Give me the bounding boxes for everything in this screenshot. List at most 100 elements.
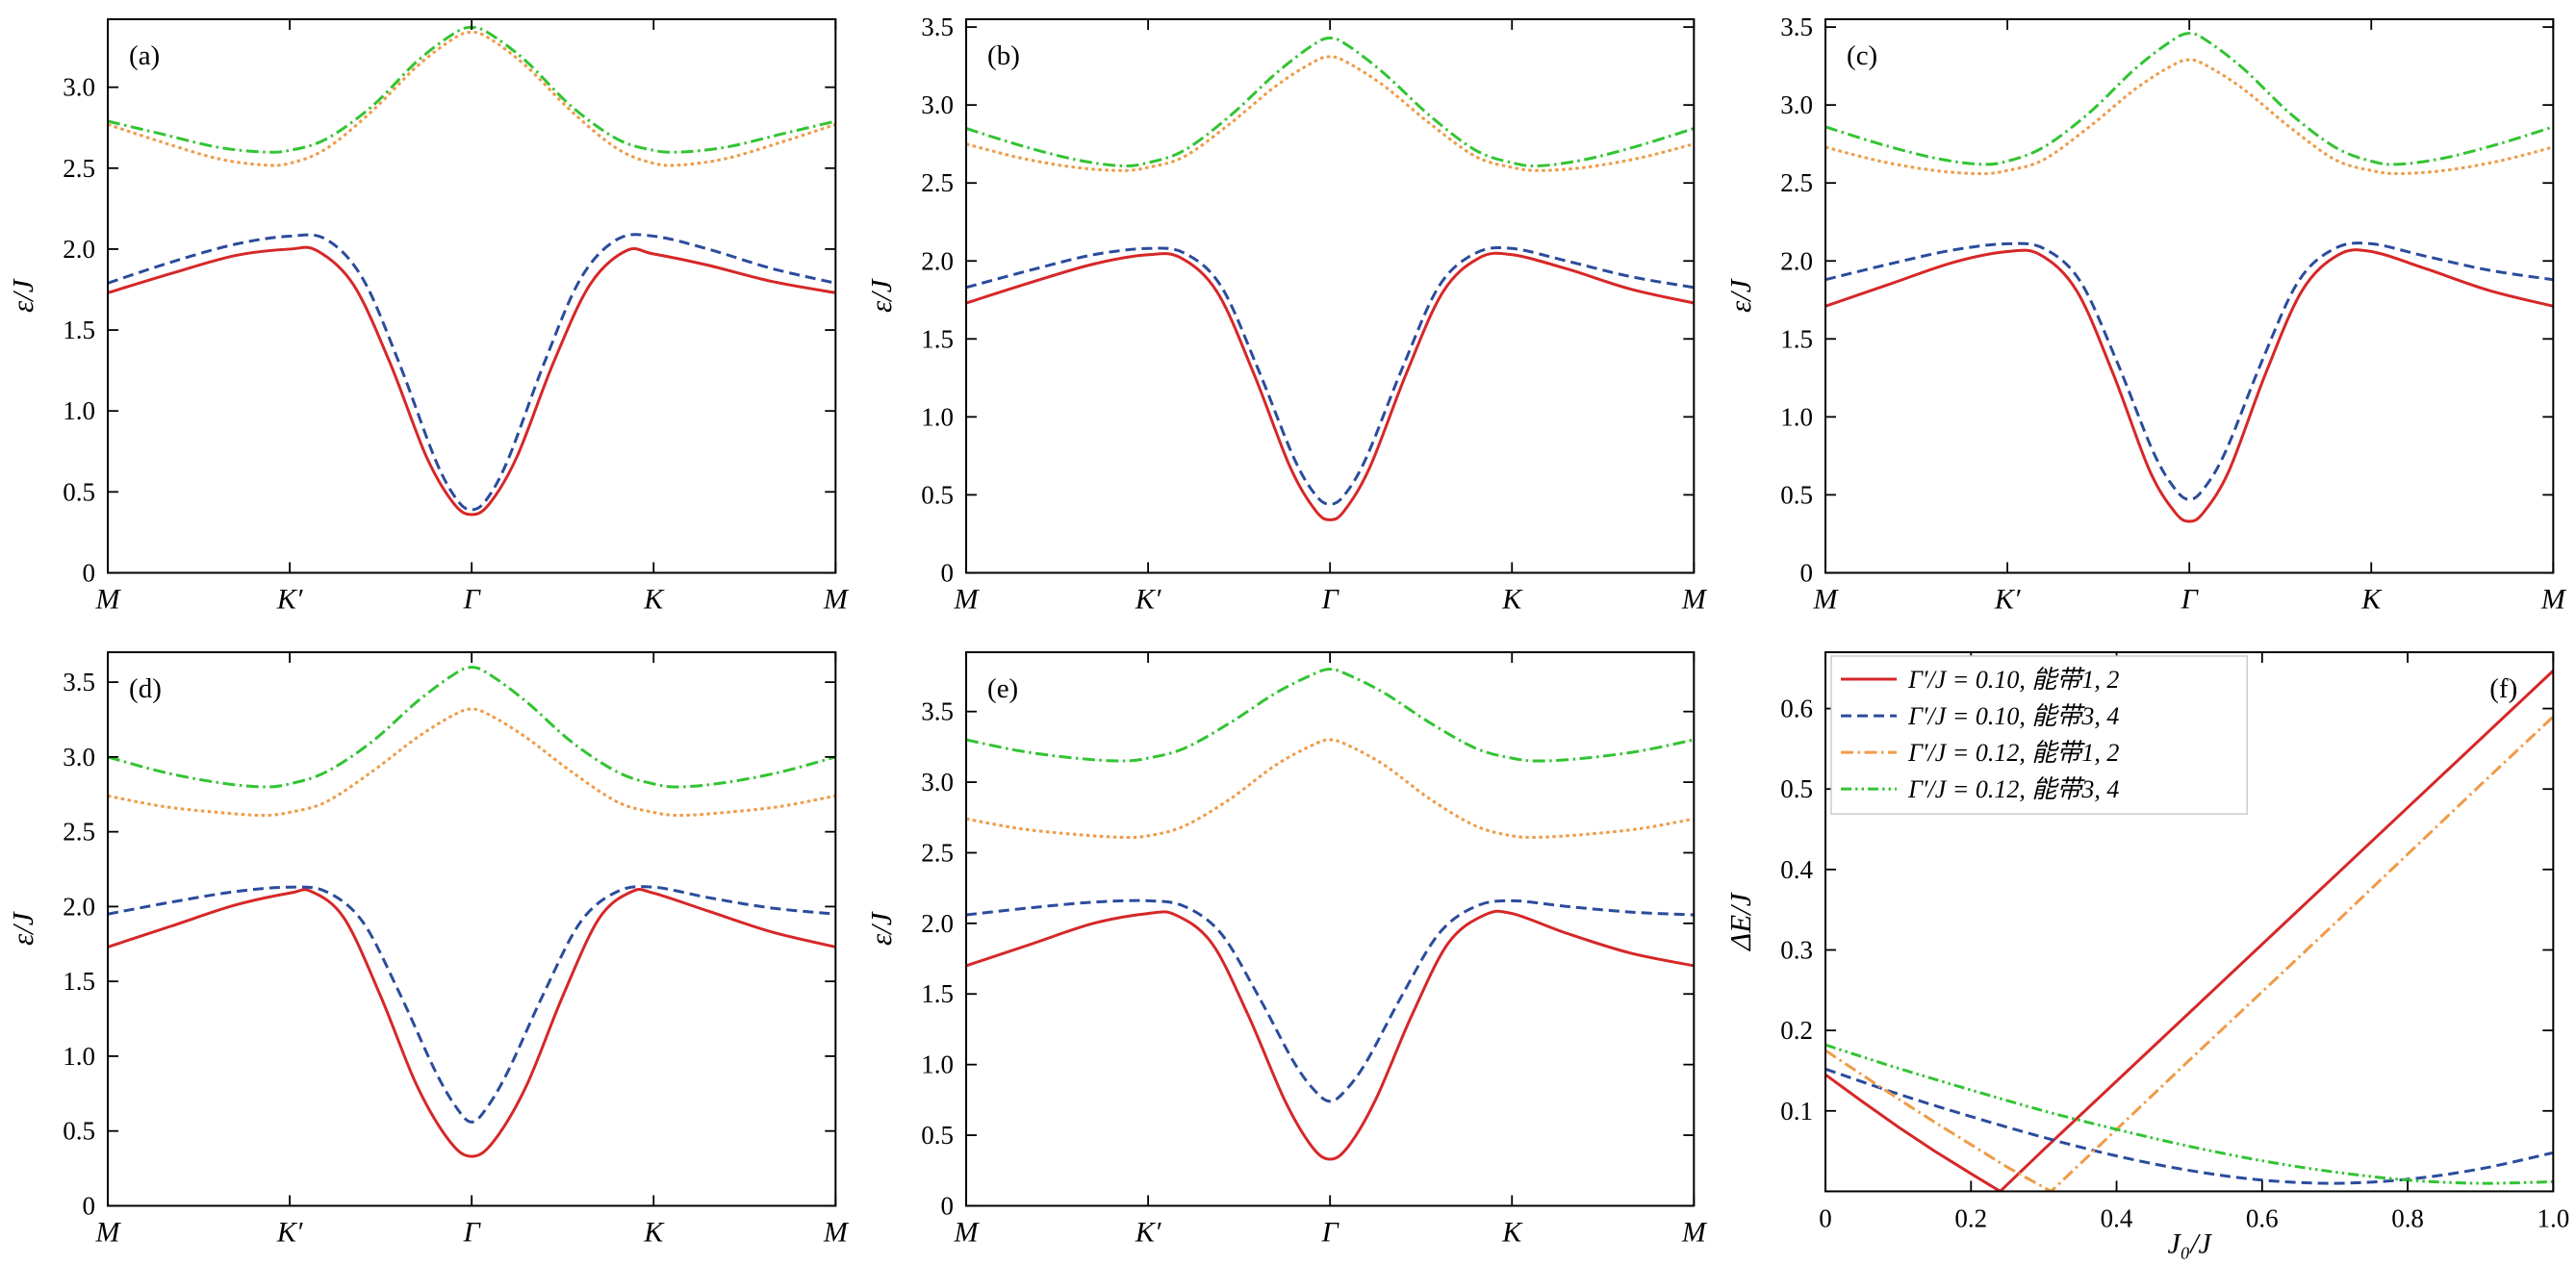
- y-axis-label: ε/J: [6, 278, 39, 313]
- x-tick-label: 0.2: [1954, 1203, 1987, 1232]
- y-tick-label: 2.0: [63, 892, 95, 921]
- axes-frame: [107, 18, 837, 574]
- series-band-2: [966, 898, 1695, 1102]
- panel-f-chart: 0 0.2 0.4 0.6 0.8 1.0 0.1 0.2 0.3 0.4 0.5 0.6 ΔE/J J₀…: [1723, 650, 2569, 1259]
- y-tick-label: 1.5: [63, 316, 95, 344]
- panel-b: M K′ Γ K M 0 0.5 1.0 1.5 2.0 2.5 3.0 3.5 ε/J (b): [858, 0, 1717, 633]
- series-band-3: [965, 55, 1696, 172]
- y-tick-label: 0: [941, 1191, 954, 1220]
- series-gap-gamma012-band34: [1824, 1043, 2554, 1185]
- plot-background: [966, 651, 1695, 1205]
- x-tick-label: M: [1812, 583, 1839, 615]
- panel-letter: (f): [2489, 673, 2517, 704]
- y-tick-label: 3.0: [922, 90, 955, 119]
- y-tick-label: 3.0: [63, 742, 95, 771]
- x-tick-label: K′: [276, 1216, 303, 1248]
- series-band-4: [1824, 32, 2554, 166]
- y-tick-label: 1.0: [63, 1041, 95, 1070]
- panel-d: M K′ Γ K M 0 0.5 1.0 1.5 2.0 2.5 3.0 3.5 ε/J (d): [0, 633, 858, 1265]
- y-tick-label: 2.0: [1780, 246, 1813, 275]
- panel-letter: (a): [129, 40, 160, 71]
- series-band-1: [107, 887, 836, 1158]
- x-tick-label: K′: [1135, 583, 1161, 615]
- y-tick-label: 3.0: [63, 73, 95, 102]
- series-band-4: [966, 667, 1695, 763]
- panel-letter: (b): [987, 40, 1020, 71]
- x-tick-label: Γ: [1321, 1216, 1340, 1248]
- panel-letter: (e): [987, 673, 1018, 704]
- x-tick-label: K: [1502, 583, 1524, 615]
- y-axis-label: ε/J: [6, 911, 39, 946]
- y-tick-label: 2.0: [63, 235, 95, 264]
- y-tick-label: 0.5: [63, 477, 95, 506]
- x-tick-label: M: [954, 583, 981, 615]
- x-tick-label: K′: [1135, 1216, 1161, 1248]
- y-tick-label: 2.5: [1780, 168, 1813, 197]
- series-gap-gamma010-band34: [1824, 1067, 2554, 1185]
- y-tick-label: 1.5: [922, 979, 955, 1008]
- legend-label: Γ′/J = 0.10, 能带3, 4: [1907, 702, 2119, 730]
- y-axis-label: ε/J: [864, 278, 898, 313]
- y-tick-label: 2.5: [922, 838, 955, 867]
- panel-c: M K′ Γ K M 0 0.5 1.0 1.5 2.0 2.5 3.0 3.5 ε/J (c): [1718, 0, 2576, 633]
- y-tick-label: 0: [83, 1191, 95, 1220]
- y-tick-label: 1.0: [63, 396, 95, 425]
- x-tick-label: Γ: [2180, 583, 2199, 615]
- panel-a: M K′ Γ K M 0 0.5 1.0 1.5 2.0 2.5 3.0 ε/J (a): [0, 0, 858, 633]
- series-band-1: [107, 245, 836, 517]
- plot-background: [108, 651, 836, 1205]
- series-band-1: [965, 909, 1695, 1161]
- series-band-2: [965, 246, 1695, 506]
- series-band-4: [965, 36, 1696, 168]
- axes-frame: [107, 650, 837, 1206]
- panel-c-chart: M K′ Γ K M00.51.01.52.02.53.03.5ε/J(c): [1723, 13, 2567, 615]
- y-tick-label: 3.0: [922, 768, 955, 797]
- y-tick-label: 0.5: [63, 1116, 95, 1145]
- x-tick-label: 0: [1819, 1203, 1831, 1232]
- y-tick-label: 3.5: [922, 13, 955, 41]
- series-band-3: [107, 707, 836, 817]
- plot-background: [966, 19, 1695, 573]
- y-tick-label: 1.5: [1780, 324, 1813, 353]
- y-tick-label: 0.5: [922, 480, 955, 509]
- legend-label: Γ′/J = 0.12, 能带1, 2: [1907, 739, 2119, 767]
- x-tick-label: 0.8: [2391, 1203, 2424, 1232]
- series-group: [965, 36, 1696, 521]
- y-tick-label: 0.5: [922, 1121, 955, 1150]
- x-tick-label: M: [95, 583, 122, 615]
- y-axis-label: ΔE/J: [1723, 892, 1757, 952]
- x-tick-label: K: [643, 1216, 665, 1248]
- x-tick-label: 0.6: [2246, 1203, 2279, 1232]
- axes-frame: [1824, 650, 2554, 1192]
- y-tick-label: 2.5: [63, 154, 95, 183]
- x-tick-label: M: [2539, 583, 2566, 615]
- panel-d-chart: M K′ Γ K M00.51.01.52.02.53.03.5ε/J(d): [6, 650, 850, 1248]
- panel-e-chart: M K′ Γ K M00.51.01.52.02.53.03.5ε/J(e): [864, 650, 1708, 1248]
- series-band-4: [107, 665, 836, 789]
- y-tick-label: 0.2: [1780, 1016, 1813, 1045]
- panel-f: 0 0.2 0.4 0.6 0.8 1.0 0.1 0.2 0.3 0.4 0.5 0.6 ΔE/J J₀…: [1718, 633, 2576, 1265]
- y-tick-label: 0: [941, 558, 954, 587]
- y-tick-label: 3.5: [922, 696, 955, 725]
- y-axis-label: ε/J: [1723, 278, 1757, 313]
- x-tick-label: K: [643, 583, 665, 615]
- panel-letter: (d): [129, 673, 162, 704]
- series-band-2: [1824, 241, 2554, 501]
- x-tick-label: 1.0: [2537, 1203, 2569, 1232]
- y-tick-label: 0.1: [1780, 1096, 1813, 1125]
- y-tick-label: 0: [1799, 558, 1812, 587]
- y-tick-label: 2.0: [922, 246, 955, 275]
- axes-frame: [1824, 18, 2554, 574]
- x-tick-label: M: [1681, 1216, 1708, 1248]
- series-gap-gamma012-band12: [1824, 715, 2554, 1192]
- x-tick-label: K: [2360, 583, 2383, 615]
- series-group: [965, 667, 1695, 1161]
- x-tick-label: M: [954, 1216, 981, 1248]
- legend: Γ′/J = 0.10, 能带1, 2 Γ′/J = 0.10, 能带3, 4 Γ′…: [1829, 654, 2248, 815]
- x-tick-label: K′: [1993, 583, 2020, 615]
- y-axis-label: ε/J: [864, 911, 898, 946]
- y-tick-label: 2.5: [922, 168, 955, 197]
- y-tick-label: 0: [83, 558, 95, 587]
- series-band-3: [1824, 58, 2554, 175]
